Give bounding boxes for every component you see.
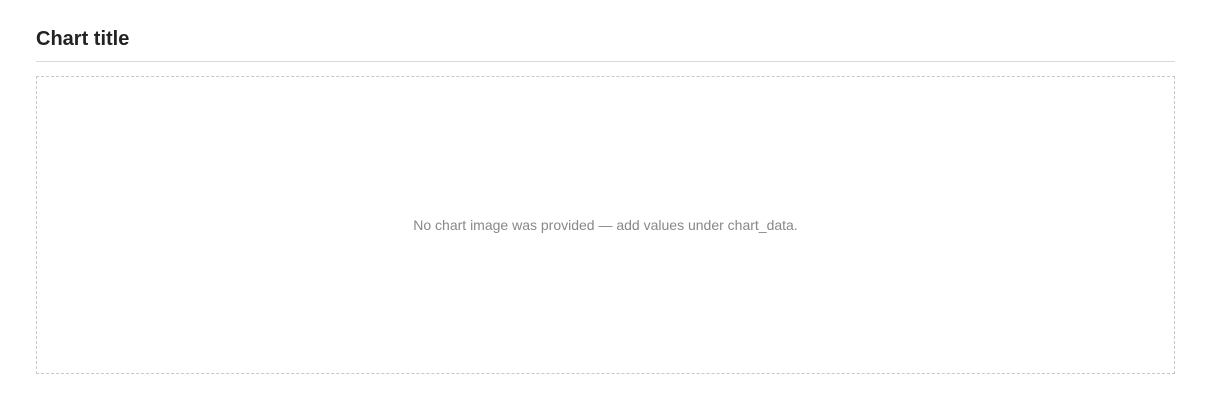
chart-placeholder-text: No chart image was provided — add values… bbox=[413, 217, 798, 233]
header: Chart title bbox=[36, 28, 1175, 62]
chart-area: No chart image was provided — add values… bbox=[36, 76, 1175, 374]
page-title: Chart title bbox=[36, 28, 130, 50]
